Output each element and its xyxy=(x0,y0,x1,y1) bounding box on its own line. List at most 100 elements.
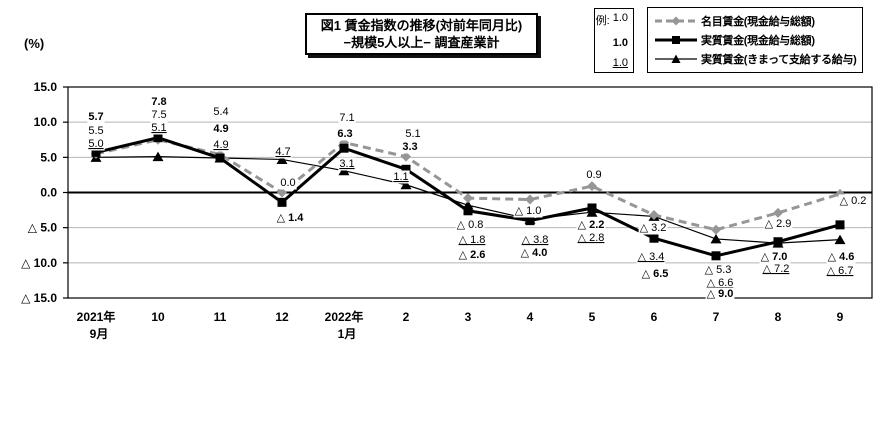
value-label-backing xyxy=(519,246,549,260)
data-point-value-label: 4.9 xyxy=(213,123,228,135)
value-label-backing xyxy=(87,124,105,138)
value-label-backing xyxy=(87,110,105,124)
data-point-value-label: △ 6.6 xyxy=(707,277,734,289)
data-point-value-label: 1.1 xyxy=(393,171,408,183)
data-point-value-label: △ 3.4 xyxy=(638,251,665,263)
legend-style-example-box: 例: 1.0 1.0 1.0 xyxy=(594,8,634,73)
legend-item-label: 名目賃金(現金給与総額) xyxy=(701,16,815,29)
data-point-value-label: △ 7.0 xyxy=(761,251,788,263)
data-point-value-label: 7.1 xyxy=(339,112,354,124)
x-axis-tick-label-line2: 9月 xyxy=(90,327,109,341)
value-label-backing xyxy=(338,111,356,125)
y-axis-tick-label: △ 15.0 xyxy=(21,291,57,305)
data-point-diamond xyxy=(649,210,659,221)
data-point-diamond xyxy=(711,224,721,235)
x-axis-tick-label: 10 xyxy=(151,310,165,324)
x-axis-tick-label: 2 xyxy=(403,310,410,324)
legend-example-prefix: 例: xyxy=(595,15,610,27)
x-axis-tick-label: 7 xyxy=(713,310,720,324)
value-label-backing xyxy=(338,157,356,171)
value-label-backing xyxy=(759,250,789,264)
value-label-backing xyxy=(513,204,543,218)
data-point-value-label: 5.1 xyxy=(405,128,420,140)
data-point-value-label: △ 0.2 xyxy=(840,195,867,207)
data-point-value-label: 7.8 xyxy=(151,96,166,108)
triangle-marker-icon xyxy=(671,54,681,63)
value-label-backing xyxy=(279,176,297,190)
data-point-value-label: △ 3.8 xyxy=(522,234,549,246)
y-axis-tick-label: △ 10.0 xyxy=(21,256,57,270)
data-point-value-label: 5.1 xyxy=(151,122,166,134)
value-label-backing xyxy=(150,121,168,135)
chart-title-line2: −規模5人以上− 調査産業計 xyxy=(343,35,500,50)
data-point-diamond xyxy=(277,187,287,198)
legend-example-value-plain: 1.0 xyxy=(612,12,628,24)
value-label-backing xyxy=(763,217,793,231)
value-label-backing xyxy=(275,211,306,225)
data-point-value-label: 0.9 xyxy=(586,169,601,181)
data-point-triangle xyxy=(400,179,412,190)
legend-example-value-under: 1.0 xyxy=(612,57,628,69)
data-point-value-label: 4.7 xyxy=(275,146,290,158)
value-label-backing xyxy=(150,108,168,122)
x-axis-tick-label: 11 xyxy=(214,310,227,324)
data-point-square xyxy=(339,143,349,153)
data-point-value-label: 3.1 xyxy=(339,158,354,170)
data-point-diamond xyxy=(401,151,411,162)
legend-item: 実質賃金(きまって支給する給与) xyxy=(654,51,858,67)
data-point-value-label: △ 4.0 xyxy=(521,247,548,259)
x-axis-tick-label: 2021年 xyxy=(77,309,116,324)
y-axis-tick-label: 10.0 xyxy=(34,115,58,129)
data-point-square xyxy=(91,147,101,157)
x-axis-tick-label: 2022年 xyxy=(325,309,364,324)
data-point-value-label: △ 6.5 xyxy=(642,268,669,280)
data-point-value-label: △ 1.4 xyxy=(277,212,305,224)
value-label-backing xyxy=(404,127,422,141)
triangle-line-sample-icon xyxy=(655,54,697,63)
data-point-value-label: 5.5 xyxy=(88,125,103,137)
data-point-square xyxy=(773,237,783,247)
data-point-value-label: △ 6.7 xyxy=(827,265,854,277)
x-axis-tick-label-line2: 1月 xyxy=(338,327,357,341)
chart-title-line1: 図1 賃金指数の推移(対前年同月比) xyxy=(320,18,523,33)
value-label-backing xyxy=(585,168,603,182)
y-axis-tick-label: 5.0 xyxy=(40,150,57,164)
data-point-triangle xyxy=(152,151,164,162)
square-line-sample-icon xyxy=(655,35,697,44)
data-point-value-label: 4.9 xyxy=(213,139,228,151)
value-label-backing xyxy=(457,248,487,262)
y-axis-tick-label: △ 5.0 xyxy=(28,221,58,235)
data-point-diamond xyxy=(463,193,473,204)
value-label-backing xyxy=(636,250,666,264)
data-point-diamond xyxy=(773,207,783,218)
value-label-backing xyxy=(576,231,606,245)
x-axis-tick-label: 8 xyxy=(775,310,782,324)
data-point-value-label: △ 5.3 xyxy=(705,264,732,276)
value-label-backing xyxy=(576,218,606,232)
y-axis-unit-label: (%) xyxy=(24,36,45,51)
value-label-backing xyxy=(401,140,419,154)
data-point-diamond xyxy=(587,181,597,192)
data-point-value-label: △ 0.8 xyxy=(457,219,484,231)
data-point-value-label: 3.3 xyxy=(402,141,417,153)
data-point-square xyxy=(587,203,597,213)
value-label-backing xyxy=(212,138,230,152)
data-point-square xyxy=(835,220,845,230)
data-point-square xyxy=(153,133,163,143)
data-point-value-label: △ 7.2 xyxy=(763,263,790,275)
data-point-value-label: 5.0 xyxy=(88,138,103,150)
data-point-value-label: △ 2.8 xyxy=(578,232,605,244)
value-label-backing xyxy=(761,262,791,276)
legend-item-label: 実質賃金(現金給与総額) xyxy=(701,34,815,47)
legend-example-row: 1.0 xyxy=(599,37,628,49)
data-point-value-label: 0.0 xyxy=(280,177,295,189)
data-point-square xyxy=(525,216,535,226)
data-point-triangle xyxy=(834,234,846,245)
value-label-backing xyxy=(520,233,550,247)
legend-item: 名目賃金(現金給与総額) xyxy=(654,13,858,29)
x-axis-tick-label: 6 xyxy=(651,310,658,324)
square-marker-icon xyxy=(672,35,680,44)
data-point-value-label: △ 9.0 xyxy=(707,288,734,300)
diamond-line-sample-icon xyxy=(655,16,697,26)
